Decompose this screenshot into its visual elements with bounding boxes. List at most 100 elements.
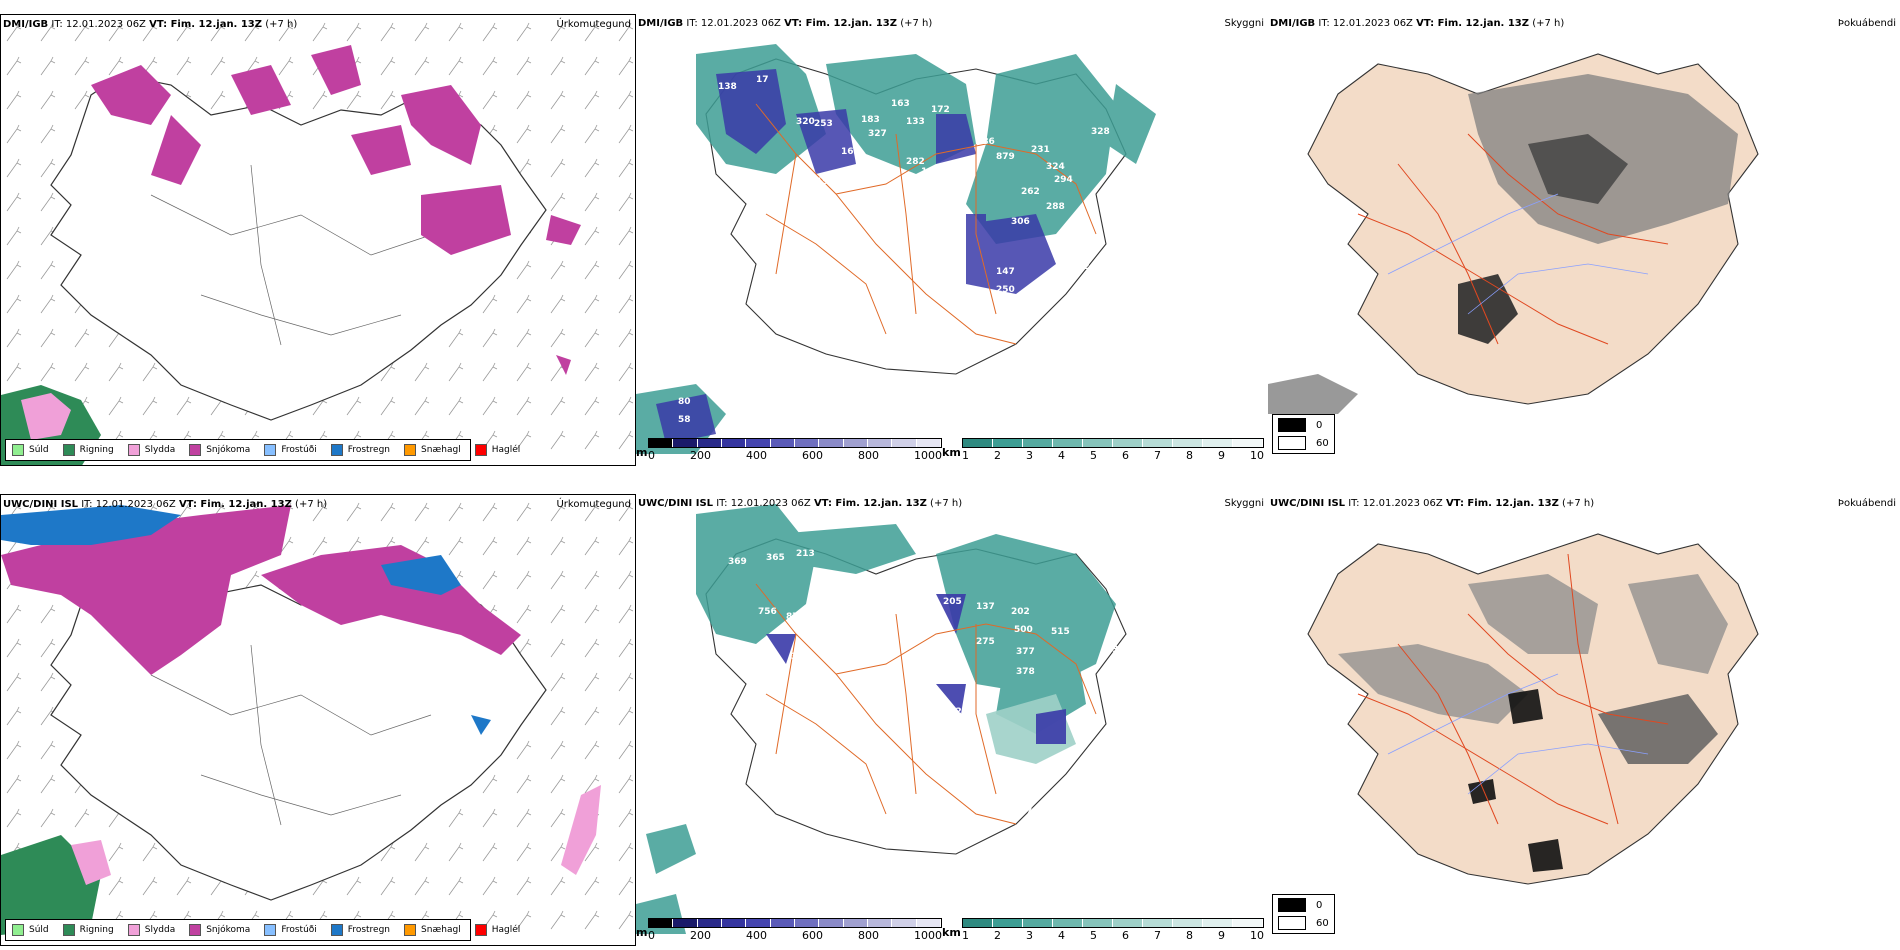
legend-item: Snæhagl: [404, 924, 461, 936]
legend-swatch: [127, 444, 140, 456]
visibility-value-label: 183: [861, 115, 880, 125]
tick-label: 200: [690, 929, 711, 942]
legend-item: Haglél: [474, 924, 521, 936]
lead-time: (+7 h): [1532, 18, 1565, 29]
tick-label: 1000: [914, 449, 942, 462]
precip-legend: Súld Rigning Slydda Snjókoma Frostúði Fr…: [5, 439, 520, 461]
it-value: 12.01.2023 06Z: [730, 498, 811, 509]
precip-type-panel-bottom: UWC/DINI ISL IT: 12.01.2023 06Z VT: Fim.…: [0, 494, 636, 946]
vt-label: VT: Fim. 12.jan. 13Z: [1445, 498, 1559, 509]
legend-label: Frostregn: [347, 445, 391, 455]
legend-label: Haglél: [491, 925, 521, 935]
visibility-value-label: 231: [1031, 145, 1050, 155]
panel-header: UWC/DINI ISL IT: 12.01.2023 06Z VT: Fim.…: [3, 499, 327, 510]
it-label: IT:: [686, 18, 698, 29]
vt-label: VT: Fim. 12.jan. 13Z: [813, 498, 927, 509]
iceland-map-precip-bottom: [1, 495, 635, 945]
legend-label: Rigning: [79, 925, 114, 935]
fog-label: 60: [1316, 437, 1329, 449]
visibility-value-label: 213: [796, 549, 815, 559]
tick-label: 3: [1026, 929, 1033, 942]
fog-legend-item: 60: [1278, 916, 1329, 930]
tick-label: 400: [746, 929, 767, 942]
km-colorbar: 1 2 3 4 5 6 7 8 9 10: [962, 438, 1264, 462]
fog-swatch: [1278, 898, 1306, 912]
tick-label: 1: [962, 449, 969, 462]
legend-item: Rigning: [62, 924, 114, 936]
km-ticks: 1 2 3 4 5 6 7 8 9 10: [962, 929, 1264, 942]
tick-label: 4: [1058, 449, 1065, 462]
visibility-value-label: 275: [976, 637, 995, 647]
legend-swatch: [404, 924, 417, 936]
tick-label: 600: [802, 929, 823, 942]
lead-time: (+7 h): [930, 498, 963, 509]
visibility-value-label: 262: [1021, 187, 1040, 197]
model-name: DMI/IGB: [638, 18, 684, 29]
tick-label: 5: [1090, 449, 1097, 462]
tick-label: 800: [858, 929, 879, 942]
visibility-value-label: 163: [891, 99, 910, 109]
visibility-value-label: 879: [996, 152, 1015, 162]
tick-label: 10: [1250, 929, 1264, 942]
iceland-map-precip-top: [1, 15, 635, 465]
tick-label: 7: [1154, 929, 1161, 942]
visibility-value-label: 191: [816, 177, 835, 187]
visibility-value-label: 253: [814, 119, 833, 129]
visibility-value-label: 365: [766, 553, 785, 563]
legend-item: Snæhagl: [404, 444, 461, 456]
legend-swatch: [474, 924, 487, 936]
tick-label: 9: [1218, 929, 1225, 942]
model-name: DMI/IGB: [3, 19, 49, 30]
tick-label: 5: [1090, 929, 1097, 942]
fog-label: 0: [1316, 419, 1323, 431]
tick-label: 8: [1186, 449, 1193, 462]
visibility-value-label: 205: [943, 597, 962, 607]
legend-swatch: [474, 444, 487, 456]
visibility-value-label: 377: [1016, 647, 1035, 657]
m-colorbar: 0 200 400 600 800 1000: [648, 918, 942, 942]
it-value: 12.01.2023 06Z: [700, 18, 781, 29]
it-value: 12.01.2023 06Z: [1332, 18, 1413, 29]
km-ticks: 1 2 3 4 5 6 7 8 9 10: [962, 449, 1264, 462]
it-value: 12.01.2023 06Z: [95, 499, 176, 510]
visibility-value-label: 77: [1026, 807, 1039, 817]
visibility-value-label: 422: [943, 707, 962, 717]
legend-label: Snjókoma: [206, 925, 251, 935]
legend-item: Frostregn: [330, 924, 390, 936]
fog-panel-top: DMI/IGB IT: 12.01.2023 06Z VT: Fim. 12.j…: [1268, 14, 1900, 466]
legend-item: Frostúði: [264, 924, 317, 936]
visibility-value-label: 328: [1091, 127, 1110, 137]
tick-label: 0: [648, 929, 655, 942]
fog-legend: 0 60: [1272, 414, 1335, 454]
visibility-value-label: 202: [1011, 607, 1030, 617]
legend-label: Snjókoma: [206, 445, 251, 455]
visibility-value-label: 323: [791, 652, 810, 662]
visibility-value-label: 870: [786, 612, 805, 622]
legend-swatch: [404, 444, 417, 456]
visibility-value-label: 137: [976, 602, 995, 612]
panel-header: UWC/DINI ISL IT: 12.01.2023 06Z VT: Fim.…: [638, 498, 962, 509]
tick-label: 1000: [914, 929, 942, 942]
visibility-value-label: 756: [758, 607, 777, 617]
km-colorbar: 1 2 3 4 5 6 7 8 9 10: [962, 918, 1264, 942]
it-value: 12.01.2023 06Z: [1362, 498, 1443, 509]
panel-title: Skyggni: [1224, 498, 1264, 509]
legend-label: Súld: [29, 445, 49, 455]
visibility-value-label: 378: [1016, 667, 1035, 677]
lead-time: (+7 h): [1562, 498, 1595, 509]
fog-swatch: [1278, 916, 1306, 930]
visibility-value-label: 100: [921, 167, 940, 177]
visibility-value-label: 138: [718, 82, 737, 92]
panel-title: Úrkomutegund: [556, 499, 631, 510]
legend-label: Frostúði: [281, 445, 317, 455]
fog-label: 60: [1316, 917, 1329, 929]
tick-label: 1: [962, 929, 969, 942]
lead-time: (+7 h): [295, 499, 328, 510]
visibility-panel-bottom: 369 365 213 756 870 262 323 205 137 202 500 515 275 3…: [636, 494, 1268, 946]
legend-item: Snjókoma: [189, 444, 250, 456]
visibility-value-label: 147: [996, 267, 1015, 277]
legend-label: Slydda: [144, 445, 176, 455]
fog-swatch: [1278, 436, 1306, 450]
legend-swatch: [62, 444, 75, 456]
visibility-value-label: 133: [906, 117, 925, 127]
